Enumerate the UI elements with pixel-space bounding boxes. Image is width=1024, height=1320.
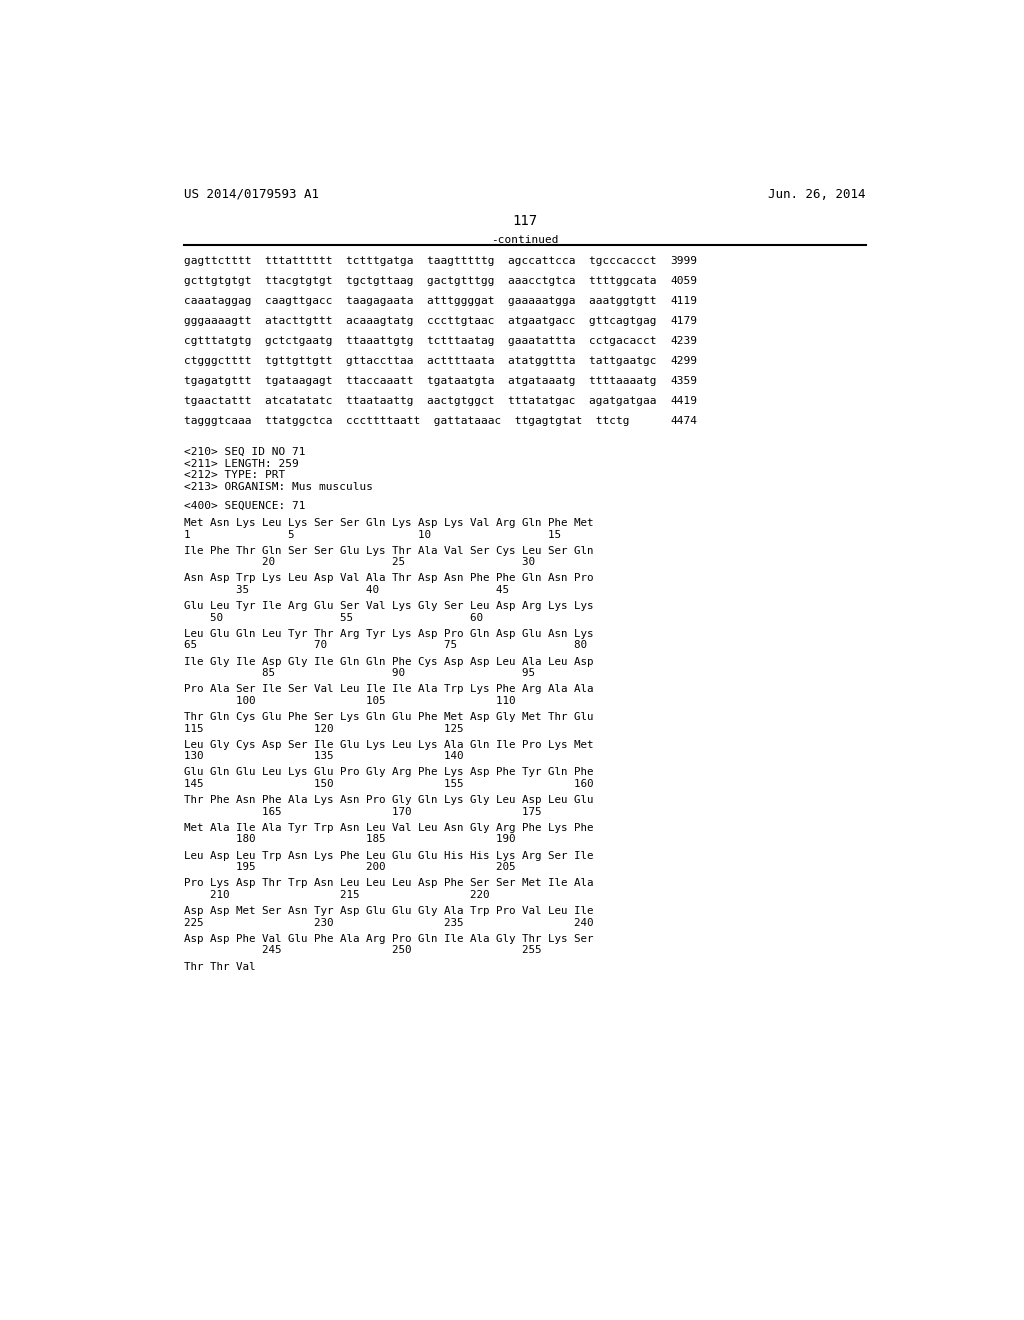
Text: 4119: 4119 <box>671 296 697 306</box>
Text: 245                 250                 255: 245 250 255 <box>183 945 542 956</box>
Text: Pro Ala Ser Ile Ser Val Leu Ile Ile Ala Trp Lys Phe Arg Ala Ala: Pro Ala Ser Ile Ser Val Leu Ile Ile Ala … <box>183 684 593 694</box>
Text: Ile Gly Ile Asp Gly Ile Gln Gln Phe Cys Asp Asp Leu Ala Leu Asp: Ile Gly Ile Asp Gly Ile Gln Gln Phe Cys … <box>183 656 593 667</box>
Text: Leu Glu Gln Leu Tyr Thr Arg Tyr Lys Asp Pro Gln Asp Glu Asn Lys: Leu Glu Gln Leu Tyr Thr Arg Tyr Lys Asp … <box>183 628 593 639</box>
Text: tgaactattt  atcatatatc  ttaataattg  aactgtggct  tttatatgac  agatgatgaa: tgaactattt atcatatatc ttaataattg aactgtg… <box>183 396 656 407</box>
Text: 210                 215                 220: 210 215 220 <box>183 890 489 900</box>
Text: <400> SEQUENCE: 71: <400> SEQUENCE: 71 <box>183 502 305 511</box>
Text: gagttctttt  tttatttttt  tctttgatga  taagtttttg  agccattcca  tgcccaccct: gagttctttt tttatttttt tctttgatga taagttt… <box>183 256 656 267</box>
Text: Thr Phe Asn Phe Ala Lys Asn Pro Gly Gln Lys Gly Leu Asp Leu Glu: Thr Phe Asn Phe Ala Lys Asn Pro Gly Gln … <box>183 795 593 805</box>
Text: cgtttatgtg  gctctgaatg  ttaaattgtg  tctttaatag  gaaatattta  cctgacacct: cgtttatgtg gctctgaatg ttaaattgtg tctttaa… <box>183 337 656 346</box>
Text: <212> TYPE: PRT: <212> TYPE: PRT <box>183 470 285 480</box>
Text: Leu Gly Cys Asp Ser Ile Glu Lys Leu Lys Ala Gln Ile Pro Lys Met: Leu Gly Cys Asp Ser Ile Glu Lys Leu Lys … <box>183 739 593 750</box>
Text: 50                  55                  60: 50 55 60 <box>183 612 482 623</box>
Text: Glu Leu Tyr Ile Arg Glu Ser Val Lys Gly Ser Leu Asp Arg Lys Lys: Glu Leu Tyr Ile Arg Glu Ser Val Lys Gly … <box>183 601 593 611</box>
Text: 4179: 4179 <box>671 317 697 326</box>
Text: ctgggctttt  tgttgttgtt  gttaccttaa  acttttaata  atatggttta  tattgaatgc: ctgggctttt tgttgttgtt gttaccttaa actttta… <box>183 356 656 366</box>
Text: 225                 230                 235                 240: 225 230 235 240 <box>183 917 593 928</box>
Text: Asp Asp Met Ser Asn Tyr Asp Glu Glu Gly Ala Trp Pro Val Leu Ile: Asp Asp Met Ser Asn Tyr Asp Glu Glu Gly … <box>183 906 593 916</box>
Text: 65                  70                  75                  80: 65 70 75 80 <box>183 640 587 651</box>
Text: Asp Asp Phe Val Glu Phe Ala Arg Pro Gln Ile Ala Gly Thr Lys Ser: Asp Asp Phe Val Glu Phe Ala Arg Pro Gln … <box>183 933 593 944</box>
Text: Ile Phe Thr Gln Ser Ser Glu Lys Thr Ala Val Ser Cys Leu Ser Gln: Ile Phe Thr Gln Ser Ser Glu Lys Thr Ala … <box>183 545 593 556</box>
Text: 195                 200                 205: 195 200 205 <box>183 862 515 873</box>
Text: <211> LENGTH: 259: <211> LENGTH: 259 <box>183 459 299 469</box>
Text: 130                 135                 140: 130 135 140 <box>183 751 463 762</box>
Text: 1               5                   10                  15: 1 5 10 15 <box>183 529 561 540</box>
Text: Glu Gln Glu Leu Lys Glu Pro Gly Arg Phe Lys Asp Phe Tyr Gln Phe: Glu Gln Glu Leu Lys Glu Pro Gly Arg Phe … <box>183 767 593 777</box>
Text: <213> ORGANISM: Mus musculus: <213> ORGANISM: Mus musculus <box>183 482 373 492</box>
Text: 4059: 4059 <box>671 276 697 286</box>
Text: Met Asn Lys Leu Lys Ser Ser Gln Lys Asp Lys Val Arg Gln Phe Met: Met Asn Lys Leu Lys Ser Ser Gln Lys Asp … <box>183 517 593 528</box>
Text: tgagatgttt  tgataagagt  ttaccaaatt  tgataatgta  atgataaatg  ttttaaaatg: tgagatgttt tgataagagt ttaccaaatt tgataat… <box>183 376 656 387</box>
Text: 3999: 3999 <box>671 256 697 267</box>
Text: 4359: 4359 <box>671 376 697 387</box>
Text: tagggtcaaa  ttatggctca  cccttttaatt  gattataaac  ttgagtgtat  ttctg: tagggtcaaa ttatggctca cccttttaatt gattat… <box>183 416 630 426</box>
Text: gcttgtgtgt  ttacgtgtgt  tgctgttaag  gactgtttgg  aaacctgtca  ttttggcata: gcttgtgtgt ttacgtgtgt tgctgttaag gactgtt… <box>183 276 656 286</box>
Text: Thr Thr Val: Thr Thr Val <box>183 961 255 972</box>
Text: 145                 150                 155                 160: 145 150 155 160 <box>183 779 593 789</box>
Text: 4474: 4474 <box>671 416 697 426</box>
Text: <210> SEQ ID NO 71: <210> SEQ ID NO 71 <box>183 447 305 457</box>
Text: Jun. 26, 2014: Jun. 26, 2014 <box>768 187 866 201</box>
Text: 35                  40                  45: 35 40 45 <box>183 585 509 595</box>
Text: 20                  25                  30: 20 25 30 <box>183 557 535 568</box>
Text: -continued: -continued <box>492 235 558 246</box>
Text: 4419: 4419 <box>671 396 697 407</box>
Text: 115                 120                 125: 115 120 125 <box>183 723 463 734</box>
Text: 165                 170                 175: 165 170 175 <box>183 807 542 817</box>
Text: Met Ala Ile Ala Tyr Trp Asn Leu Val Leu Asn Gly Arg Phe Lys Phe: Met Ala Ile Ala Tyr Trp Asn Leu Val Leu … <box>183 822 593 833</box>
Text: 180                 185                 190: 180 185 190 <box>183 834 515 845</box>
Text: Asn Asp Trp Lys Leu Asp Val Ala Thr Asp Asn Phe Phe Gln Asn Pro: Asn Asp Trp Lys Leu Asp Val Ala Thr Asp … <box>183 573 593 583</box>
Text: 117: 117 <box>512 214 538 228</box>
Text: caaataggag  caagttgacc  taagagaata  atttggggat  gaaaaatgga  aaatggtgtt: caaataggag caagttgacc taagagaata atttggg… <box>183 296 656 306</box>
Text: Leu Asp Leu Trp Asn Lys Phe Leu Glu Glu His His Lys Arg Ser Ile: Leu Asp Leu Trp Asn Lys Phe Leu Glu Glu … <box>183 850 593 861</box>
Text: 4239: 4239 <box>671 337 697 346</box>
Text: 85                  90                  95: 85 90 95 <box>183 668 535 678</box>
Text: Pro Lys Asp Thr Trp Asn Leu Leu Leu Asp Phe Ser Ser Met Ile Ala: Pro Lys Asp Thr Trp Asn Leu Leu Leu Asp … <box>183 878 593 888</box>
Text: 100                 105                 110: 100 105 110 <box>183 696 515 706</box>
Text: 4299: 4299 <box>671 356 697 366</box>
Text: US 2014/0179593 A1: US 2014/0179593 A1 <box>183 187 318 201</box>
Text: Thr Gln Cys Glu Phe Ser Lys Gln Glu Phe Met Asp Gly Met Thr Glu: Thr Gln Cys Glu Phe Ser Lys Gln Glu Phe … <box>183 711 593 722</box>
Text: gggaaaagtt  atacttgttt  acaaagtatg  cccttgtaac  atgaatgacc  gttcagtgag: gggaaaagtt atacttgttt acaaagtatg cccttgt… <box>183 317 656 326</box>
